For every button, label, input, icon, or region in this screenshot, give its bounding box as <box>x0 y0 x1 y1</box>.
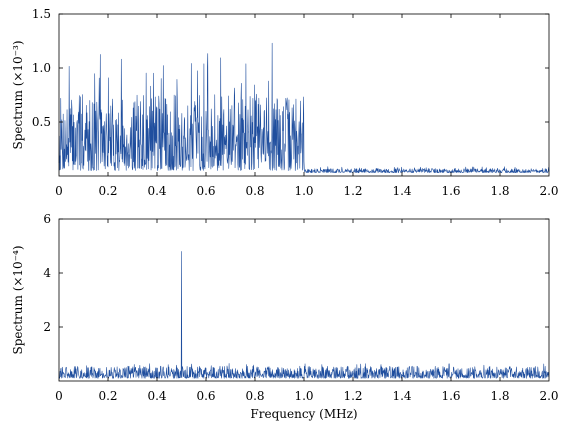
top-x-tick-label: 0.2 <box>98 184 117 198</box>
top-y-tick-label: 0.5 <box>32 115 51 129</box>
bottom-x-tick-label: 0.4 <box>147 389 166 403</box>
bottom-x-tick-label: 0.2 <box>98 389 117 403</box>
bottom-x-tick-label: 1.8 <box>490 389 509 403</box>
bottom-spectrum-line <box>58 251 550 379</box>
bottom-x-tick-label: 1.2 <box>343 389 362 403</box>
top-x-tick-label: 2.0 <box>539 184 558 198</box>
bottom-x-tick-label: 0.6 <box>196 389 215 403</box>
bottom-y-tick-label: 6 <box>43 212 51 226</box>
top-x-tick-label: 0.4 <box>147 184 166 198</box>
top-y-tick-label: 1.5 <box>32 7 51 21</box>
top-x-tick-label: 1.6 <box>441 184 460 198</box>
bottom-y-tick-label: 4 <box>43 266 51 280</box>
top-x-ticks: 0 0.2 0.4 0.6 0.8 1.0 1.2 1.4 1.6 1.8 2.0 <box>55 14 559 198</box>
top-x-tick-label: 1.4 <box>392 184 411 198</box>
chart-top: 0 0.2 0.4 0.6 0.8 1.0 1.2 1.4 1.6 1.8 2.0 0.5 1.0 1.… <box>11 7 559 198</box>
top-spectrum-trace <box>58 42 550 174</box>
bottom-y-ticks: 2 4 6 <box>43 212 549 334</box>
bottom-x-tick-label: 2.0 <box>539 389 558 403</box>
top-spectrum-line <box>58 42 550 174</box>
bottom-spectrum-trace <box>58 251 550 379</box>
bottom-x-tick-label: 0 <box>55 389 63 403</box>
bottom-y-tick-label: 2 <box>43 320 51 334</box>
top-x-tick-label: 1.0 <box>294 184 313 198</box>
bottom-x-ticks: 0 0.2 0.4 0.6 0.8 1.0 1.2 1.4 1.6 1.8 2.0 <box>55 219 559 403</box>
top-y-axis-label: Spectrum (×10⁻³) <box>11 40 25 149</box>
top-x-tick-label: 0.6 <box>196 184 215 198</box>
bottom-plot-frame <box>58 218 550 382</box>
bottom-x-tick-label: 0.8 <box>245 389 264 403</box>
bottom-y-axis-label: Spectrum (×10⁻⁴) <box>11 245 25 354</box>
top-x-tick-label: 0 <box>55 184 63 198</box>
bottom-x-axis-label: Frequency (MHz) <box>250 407 357 421</box>
top-x-tick-label: 0.8 <box>245 184 264 198</box>
top-y-tick-label: 1.0 <box>32 61 51 75</box>
top-y-ticks: 0.5 1.0 1.5 <box>32 7 549 129</box>
bottom-x-tick-label: 1.0 <box>294 389 313 403</box>
top-x-tick-label: 1.2 <box>343 184 362 198</box>
bottom-x-tick-label: 1.6 <box>441 389 460 403</box>
bottom-x-tick-label: 1.4 <box>392 389 411 403</box>
top-x-tick-label: 1.8 <box>490 184 509 198</box>
chart-bottom: 0 0.2 0.4 0.6 0.8 1.0 1.2 1.4 1.6 1.8 2.0 2 4 6 Spec… <box>11 212 559 421</box>
